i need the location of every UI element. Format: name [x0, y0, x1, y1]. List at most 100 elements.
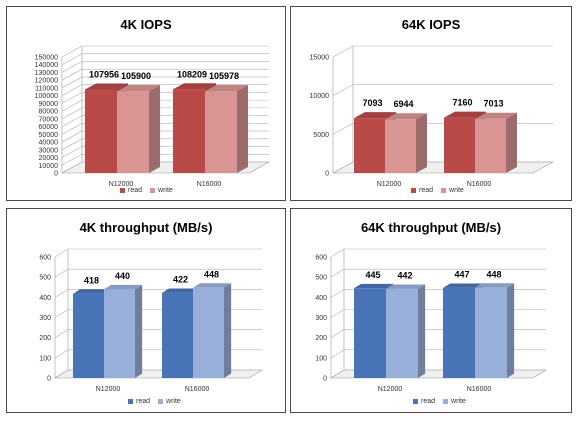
bar-write-N12000 — [385, 113, 427, 173]
data-label: 7013 — [483, 99, 503, 109]
y-tick-label: 80000 — [39, 109, 59, 116]
bar-front — [475, 118, 506, 173]
bar-front — [85, 89, 117, 173]
legend-swatch-write — [443, 399, 449, 404]
gridline-side — [330, 289, 345, 298]
y-tick-label: 90000 — [39, 101, 59, 108]
bar-top — [85, 83, 128, 90]
legend-swatch-read — [411, 188, 416, 193]
legend-swatch-read — [120, 188, 125, 193]
data-label: 422 — [173, 274, 188, 284]
y-tick-label: 5000 — [313, 132, 329, 139]
legend-label-write: write — [158, 187, 173, 194]
y-tick-label: 130000 — [35, 70, 58, 77]
chart-title: 64K throughput (MB/s) — [360, 220, 502, 235]
legend-swatch-read — [128, 399, 133, 404]
gridline-side — [61, 107, 83, 120]
bar-top — [354, 112, 396, 119]
legend-swatch-read — [413, 399, 418, 404]
x-tick-label: N12000 — [378, 386, 403, 393]
bar-write-N12000 — [104, 284, 143, 378]
data-label: 108209 — [177, 69, 207, 79]
data-label: 107956 — [89, 69, 119, 79]
chart-4k-iops: 0100002000030000400005000060000700008000… — [35, 45, 270, 188]
y-tick-label: 0 — [47, 376, 51, 383]
bar-write-N16000 — [193, 283, 232, 378]
data-label: 447 — [454, 269, 469, 279]
legend-label-read: read — [128, 187, 143, 194]
data-label: 442 — [397, 270, 412, 280]
legend-item-read: read — [120, 187, 142, 194]
legend-swatch-write — [441, 188, 447, 193]
legend-swatch-write — [150, 188, 156, 193]
gridline-side — [61, 45, 83, 58]
legend-label-write: write — [166, 398, 181, 405]
data-label: 105978 — [209, 71, 239, 81]
data-label: 7093 — [362, 98, 382, 108]
y-tick-label: 50000 — [39, 132, 59, 139]
gridline-side — [332, 45, 354, 58]
bar-top — [73, 289, 112, 294]
legend-item-read: read — [411, 187, 433, 194]
gridline-side — [330, 349, 345, 359]
bar-side — [506, 112, 517, 173]
y-tick-label: 70000 — [39, 116, 59, 123]
data-label: 445 — [365, 270, 380, 280]
y-tick-label: 150000 — [35, 55, 58, 62]
chart-title: 64K IOPS — [401, 17, 461, 32]
bar-top — [205, 84, 248, 92]
y-tick-label: 30000 — [39, 147, 59, 154]
bar-write-N12000 — [386, 284, 426, 378]
gridline-side — [54, 309, 69, 318]
chart-title: 4K IOPS — [120, 17, 172, 32]
legend-item-read: read — [128, 398, 150, 405]
gridline-side — [61, 92, 83, 104]
bar-front — [354, 288, 386, 378]
bar-side — [149, 85, 160, 173]
gridline-side — [54, 268, 69, 278]
bar-top — [354, 283, 394, 289]
bar-front — [117, 91, 149, 173]
gridline-side — [330, 248, 345, 258]
gridline-side — [61, 115, 83, 127]
y-tick-label: 20000 — [39, 155, 59, 162]
y-tick-label: 0 — [54, 171, 58, 178]
gridline-side — [332, 84, 354, 96]
y-tick-label: 0 — [323, 376, 327, 383]
bar-front — [73, 293, 104, 378]
y-tick-label: 300 — [315, 315, 327, 322]
legend-item-read: read — [413, 398, 435, 405]
legend-item-write: write — [158, 398, 181, 405]
gridline-side — [332, 123, 354, 135]
data-label: 448 — [486, 269, 501, 279]
gridline-side — [61, 138, 83, 151]
bar-front — [193, 287, 224, 378]
legend-label-write: write — [449, 187, 464, 194]
gridline-side — [330, 329, 345, 338]
gridline-side — [61, 68, 83, 81]
bar-front — [104, 289, 135, 378]
bar-top — [162, 288, 201, 293]
legend-label-write: write — [451, 398, 466, 405]
y-tick-label: 100 — [39, 355, 51, 362]
bar-top — [475, 283, 515, 288]
bar-write-N16000 — [475, 283, 515, 378]
bar-top — [173, 83, 216, 90]
y-tick-label: 10000 — [310, 93, 330, 100]
y-tick-label: 140000 — [35, 62, 58, 69]
x-tick-label: N16000 — [185, 386, 210, 393]
y-tick-label: 40000 — [39, 140, 59, 147]
data-label: 448 — [204, 269, 219, 279]
chart-legend: read write — [120, 187, 173, 194]
chart-4k-throughput: 0 100 200 300 400 500 600 418 440 N12000 422 448 N16… — [39, 248, 264, 393]
data-label: 6944 — [393, 99, 413, 109]
gridline-side — [61, 154, 83, 166]
legend-item-write: write — [443, 398, 466, 405]
y-tick-label: 10000 — [39, 163, 59, 170]
bar-top — [104, 284, 143, 290]
legend-label-read: read — [419, 187, 434, 194]
gridline-side — [61, 53, 83, 65]
bar-side — [418, 284, 426, 378]
gridline-side — [54, 248, 69, 258]
bar-front — [354, 118, 385, 173]
